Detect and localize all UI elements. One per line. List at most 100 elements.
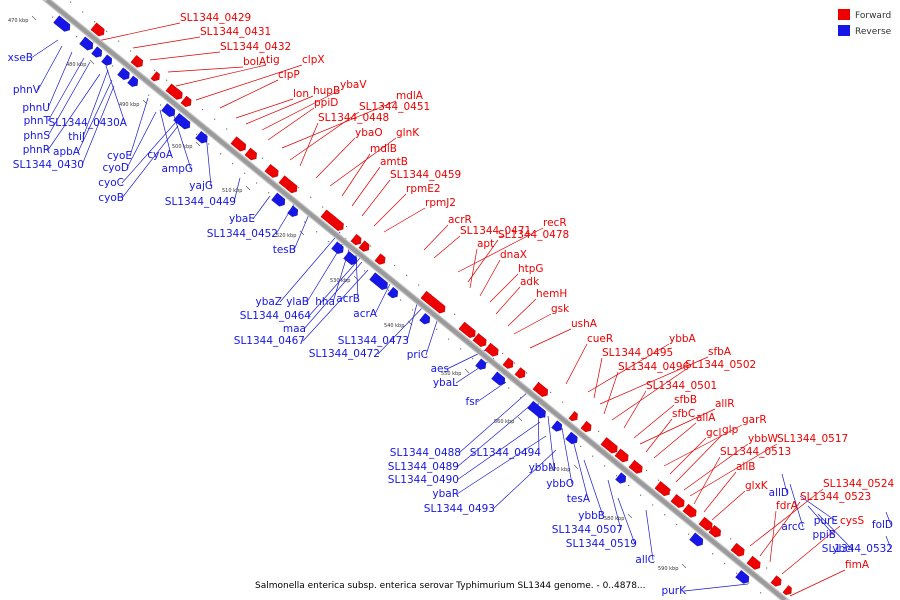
reverse-gene-block <box>689 532 704 547</box>
reverse-gene-label: SL1344_0430 <box>13 159 84 171</box>
reverse-gene-label: ybbN <box>529 462 556 474</box>
reverse-gene-block <box>369 272 388 290</box>
reverse-gene-block <box>287 205 299 217</box>
forward-gene-block <box>770 575 782 587</box>
reverse-gene-label: phnU <box>22 102 50 114</box>
forward-gene-label: amtB <box>380 156 408 168</box>
forward-gene-label: sfbB <box>674 394 697 406</box>
axis-tick-label: 470 kbp <box>8 18 28 24</box>
axis-tick-label: 480 kbp <box>66 62 86 68</box>
reverse-gene-label: SL1344_0464 <box>240 310 312 322</box>
forward-gene-block <box>654 481 671 497</box>
forward-gene-label: glp <box>722 424 739 436</box>
forward-gene-label: ppiD <box>314 97 338 109</box>
label-leader-lines <box>30 22 892 597</box>
axis-tick-label: 590 kbp <box>658 566 678 572</box>
reverse-gene-block <box>551 420 563 432</box>
forward-gene-block <box>708 524 721 538</box>
reverse-gene-block <box>91 46 103 58</box>
forward-gene-label: allB <box>736 461 755 473</box>
reverse-gene-label: thiJ <box>68 131 85 143</box>
forward-gene-label: ybbW <box>748 433 779 445</box>
reverse-gene-block <box>161 103 176 118</box>
forward-gene-block <box>614 448 629 463</box>
reverse-gene-label: phnV <box>13 84 41 96</box>
reverse-gene-block <box>491 371 506 386</box>
forward-gene-block <box>532 381 549 397</box>
forward-gene-label: recR <box>543 217 567 229</box>
reverse-gene-label: tesB <box>273 244 296 256</box>
forward-gene-label: rpmE2 <box>406 183 441 195</box>
forward-gene-block <box>350 233 362 246</box>
reverse-gene-label: ppiB <box>813 529 836 541</box>
axis-tick-label: 510 kbp <box>222 188 242 194</box>
gene-labels: SL1344_0429 SL1344_0431 SL1344_0432 bolA tig… <box>8 12 895 597</box>
forward-gene-label: cysS <box>840 515 864 527</box>
reverse-gene-label: SL1344_0507 <box>552 524 623 536</box>
legend: Forward Reverse <box>838 9 892 37</box>
forward-gene-label: SL1344_0502 <box>685 359 756 371</box>
reverse-gene-label: SL1344_0490 <box>388 474 459 486</box>
reverse-gene-label: SL1344_0472 <box>309 348 380 360</box>
forward-gene-block <box>420 290 446 314</box>
forward-gene-label: gcl <box>706 427 721 439</box>
forward-gene-label: clpP <box>278 69 300 81</box>
reverse-gene-label: ybbB <box>578 510 605 522</box>
reverse-gene-label: SL1344_0494 <box>470 447 542 459</box>
reverse-gene-label: acrB <box>336 293 360 305</box>
axis-tick-label: 540 kbp <box>384 323 404 329</box>
reverse-gene-label: SL1344_0473 <box>338 335 409 347</box>
reverse-gene-label: purE <box>814 515 838 527</box>
forward-gene-block <box>502 357 514 369</box>
reverse-gene-label: ylaB <box>286 296 309 308</box>
axis-tick-label: 490 kbp <box>119 102 139 108</box>
axis-tick-label: 560 kbp <box>494 419 514 425</box>
reverse-gene-label: phnS <box>23 130 50 142</box>
forward-gene-label: ybaO <box>355 127 383 139</box>
reverse-gene-label: hha <box>315 296 335 308</box>
reverse-gene-label: SL1344_0493 <box>424 503 495 515</box>
forward-gene-block <box>730 542 745 557</box>
forward-gene-block <box>600 437 618 454</box>
forward-gene-label: glnK <box>396 127 420 139</box>
forward-gene-block <box>244 147 257 161</box>
reverse-gene-block <box>615 472 627 484</box>
forward-gene-label: ushA <box>571 318 598 330</box>
reverse-gene-label: ampG <box>162 163 193 175</box>
forward-gene-block <box>670 494 685 508</box>
forward-gene-label: SL1344_0513 <box>720 446 791 458</box>
forward-gene-block <box>150 71 160 82</box>
axis-tick-label: 580 kbp <box>604 516 624 522</box>
reverse-gene-label: ybaR <box>432 488 459 500</box>
forward-gene-label: apt <box>477 238 494 250</box>
reverse-gene-block <box>53 15 71 32</box>
reverse-gene-label: maa <box>283 323 306 335</box>
forward-gene-block <box>230 136 247 152</box>
forward-gene-block <box>180 95 192 108</box>
reverse-gene-block <box>527 400 546 419</box>
axis-tick-label: 570 kbp <box>550 467 570 473</box>
forward-gene-label: SL1344_0471 <box>460 225 531 237</box>
reverse-gene-label: allC <box>635 554 655 566</box>
forward-gene-block <box>514 367 526 379</box>
reverse-gene-label: folD <box>872 519 893 531</box>
legend-reverse-label: Reverse <box>855 27 892 37</box>
axis-tick-label: 520 kbp <box>276 233 296 239</box>
reverse-gene-label: ybcI <box>832 543 854 555</box>
reverse-gene-label: allD <box>769 487 789 499</box>
forward-gene-label: acrR <box>448 214 472 226</box>
forward-gene-label: dnaX <box>500 249 527 261</box>
legend-forward-swatch <box>838 9 850 20</box>
reverse-gene-block <box>127 75 139 87</box>
forward-gene-label: fimA <box>845 559 870 571</box>
reverse-gene-label: xseB <box>8 52 33 64</box>
forward-gene-block <box>286 181 298 194</box>
forward-gene-label: SL1344_0496 <box>618 361 690 373</box>
reverse-gene-block <box>271 192 286 207</box>
forward-gene-block <box>90 22 105 37</box>
reverse-gene-label: SL1344_0489 <box>388 461 459 473</box>
forward-gene-block <box>165 83 183 100</box>
forward-gene-label: tig <box>266 54 280 66</box>
reverse-gene-label: apbA <box>53 146 81 158</box>
reverse-gene-block <box>387 286 399 299</box>
